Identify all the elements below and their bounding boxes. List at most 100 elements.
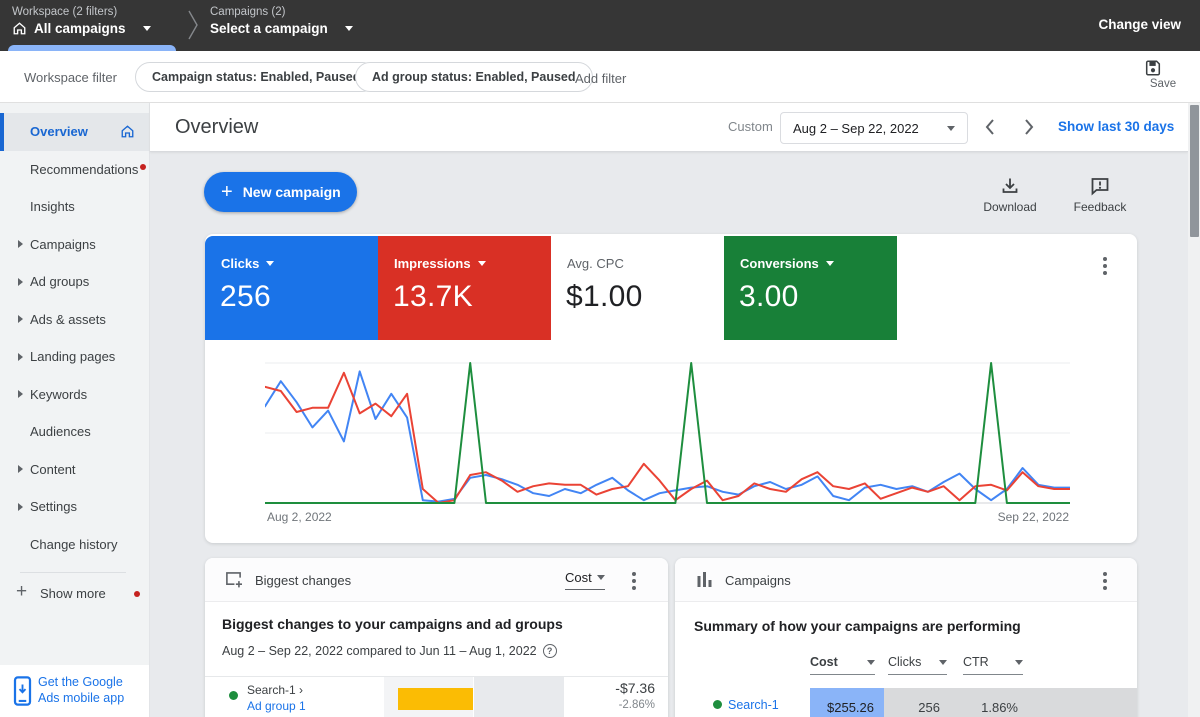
- ctr-cell: 1.86%: [981, 700, 1018, 715]
- campaigns-heading: Summary of how your campaigns are perfor…: [694, 618, 1021, 634]
- campaign-selector-value: Select a campaign: [210, 21, 328, 36]
- show-last-30-days-link[interactable]: Show last 30 days: [1058, 119, 1174, 134]
- page-title: Overview: [175, 116, 258, 139]
- performance-trend-chart: [265, 353, 1070, 513]
- download-button[interactable]: Download: [982, 176, 1038, 214]
- workspace-selector-label: Workspace (2 filters): [12, 6, 151, 18]
- new-campaign-button[interactable]: + New campaign: [204, 172, 357, 212]
- plus-icon: +: [221, 181, 233, 204]
- sidebar-item-label: Ad groups: [30, 274, 89, 289]
- save-label: Save: [1144, 78, 1182, 90]
- sidebar-item-label: Keywords: [30, 387, 87, 402]
- expand-arrow-icon: [18, 240, 23, 248]
- column-select-clicks[interactable]: Clicks: [888, 655, 947, 675]
- column-select-value: Cost: [810, 655, 838, 669]
- next-period-button[interactable]: [1017, 116, 1039, 138]
- campaigns-menu-button[interactable]: [1103, 572, 1107, 590]
- campaign-link[interactable]: Search-1 ›: [247, 682, 306, 698]
- save-button[interactable]: Save: [1144, 59, 1182, 90]
- campaigns-card: Campaigns Summary of how your campaigns …: [675, 558, 1137, 717]
- column-select-cost[interactable]: Cost: [810, 655, 875, 675]
- change-percent: -2.86%: [615, 699, 655, 711]
- x-axis-start-label: Aug 2, 2022: [267, 510, 332, 524]
- sidebar-item-label: Overview: [30, 124, 88, 139]
- sidebar-item-label: Audiences: [30, 424, 91, 439]
- notification-dot: [140, 164, 146, 170]
- new-campaign-label: New campaign: [243, 184, 341, 200]
- workspace-filter-label: Workspace filter: [24, 70, 117, 85]
- notification-dot: [134, 591, 140, 597]
- sidebar-item-audiences[interactable]: Audiences: [0, 413, 149, 451]
- change-view-button[interactable]: Change view: [1098, 17, 1181, 32]
- sidebar-item-ad-groups[interactable]: Ad groups: [0, 263, 149, 301]
- help-icon[interactable]: ?: [543, 644, 557, 658]
- chevron-down-icon: [947, 126, 955, 131]
- add-filter-button[interactable]: Add filter: [575, 71, 626, 86]
- campaign-status-filter-chip[interactable]: Campaign status: Enabled, Paused: [135, 62, 377, 92]
- sidebar-item-insights[interactable]: Insights: [0, 188, 149, 226]
- change-bar-positive-zone: [474, 677, 564, 717]
- scorecard-1[interactable]: Impressions 13.7K: [378, 236, 551, 340]
- date-range-type-label: Custom: [728, 119, 773, 134]
- sidebar-navigation: Overview Recommendations Insights Campai…: [0, 103, 150, 717]
- workspace-selector-value: All campaigns: [34, 21, 126, 36]
- metric-select-value: Cost: [565, 570, 592, 585]
- expand-arrow-icon: [18, 315, 23, 323]
- adgroup-status-filter-chip[interactable]: Ad group status: Enabled, Paused: [355, 62, 593, 92]
- cost-cell: $255.26: [810, 688, 884, 717]
- column-select-ctr[interactable]: CTR: [963, 655, 1023, 675]
- biggest-changes-row: Search-1 › Ad group 1 -$7.36 -2.86%: [205, 677, 668, 717]
- scorecard-label: Impressions: [394, 256, 471, 271]
- filter-bar: Workspace filter Campaign status: Enable…: [0, 51, 1200, 103]
- sidebar-item-label: Campaigns: [30, 237, 96, 252]
- status-enabled-dot: [229, 691, 238, 700]
- home-icon: [120, 124, 135, 139]
- campaign-link[interactable]: Search-1: [728, 698, 779, 712]
- campaign-selector[interactable]: Campaigns (2) Select a campaign: [210, 6, 353, 36]
- scorecard-value: 13.7K: [393, 280, 551, 314]
- ad-group-link[interactable]: Ad group 1: [247, 698, 306, 714]
- sidebar-item-label: Landing pages: [30, 349, 115, 364]
- scorecard-2: Avg. CPC $1.00: [551, 236, 724, 340]
- feedback-button[interactable]: Feedback: [1072, 176, 1128, 214]
- sidebar-item-landing-pages[interactable]: Landing pages: [0, 338, 149, 376]
- date-range-selector[interactable]: Aug 2 – Sep 22, 2022: [780, 112, 968, 144]
- chevron-down-icon: [867, 660, 875, 665]
- sidebar-item-label: Ads & assets: [30, 312, 106, 327]
- overview-chart-card: Clicks 256 Impressions 13.7K Avg. CPC $1…: [205, 234, 1137, 543]
- sidebar-item-content[interactable]: Content: [0, 451, 149, 489]
- scorecard-0[interactable]: Clicks 256: [205, 236, 378, 340]
- biggest-changes-metric-select[interactable]: Cost: [565, 570, 605, 590]
- card-title: Campaigns: [725, 573, 791, 588]
- workspace-selector[interactable]: Workspace (2 filters) All campaigns: [12, 6, 151, 36]
- biggest-changes-menu-button[interactable]: [632, 572, 636, 590]
- chevron-down-icon: [266, 261, 274, 266]
- sidebar-item-ads-assets[interactable]: Ads & assets: [0, 301, 149, 339]
- expand-arrow-icon: [18, 465, 23, 473]
- sidebar-item-show-more[interactable]: + Show more: [0, 573, 149, 611]
- mobile-app-promo-link[interactable]: Get the Google Ads mobile app: [0, 665, 149, 717]
- scorecard-label: Conversions: [740, 256, 819, 271]
- save-icon: [1144, 59, 1182, 77]
- google-ads-overview-page: Workspace (2 filters) All campaigns Camp…: [0, 0, 1200, 717]
- status-enabled-dot: [713, 700, 722, 709]
- feedback-label: Feedback: [1072, 200, 1128, 214]
- sidebar-item-recommendations[interactable]: Recommendations: [0, 151, 149, 189]
- sidebar-item-overview[interactable]: Overview: [0, 113, 149, 151]
- chevron-down-icon: [597, 575, 605, 580]
- chart-card-menu-button[interactable]: [1103, 257, 1107, 275]
- scorecard-3[interactable]: Conversions 3.00: [724, 236, 897, 340]
- expand-arrow-icon: [18, 278, 23, 286]
- mobile-app-promo-label: Get the Google Ads mobile app: [38, 674, 140, 707]
- campaign-summary-row: Search-1 $255.26 256 1.86%: [675, 688, 1137, 717]
- scrollbar-thumb[interactable]: [1190, 105, 1199, 237]
- sidebar-item-change-history[interactable]: Change history: [0, 526, 149, 564]
- sidebar-item-label: Content: [30, 462, 76, 477]
- previous-period-button[interactable]: [980, 116, 1002, 138]
- trend-chart: [265, 353, 1070, 513]
- date-range-value: Aug 2 – Sep 22, 2022: [793, 121, 919, 136]
- scorecard-label: Clicks: [221, 256, 259, 271]
- sidebar-item-campaigns[interactable]: Campaigns: [0, 226, 149, 264]
- sidebar-item-keywords[interactable]: Keywords: [0, 376, 149, 414]
- sidebar-item-settings[interactable]: Settings: [0, 488, 149, 526]
